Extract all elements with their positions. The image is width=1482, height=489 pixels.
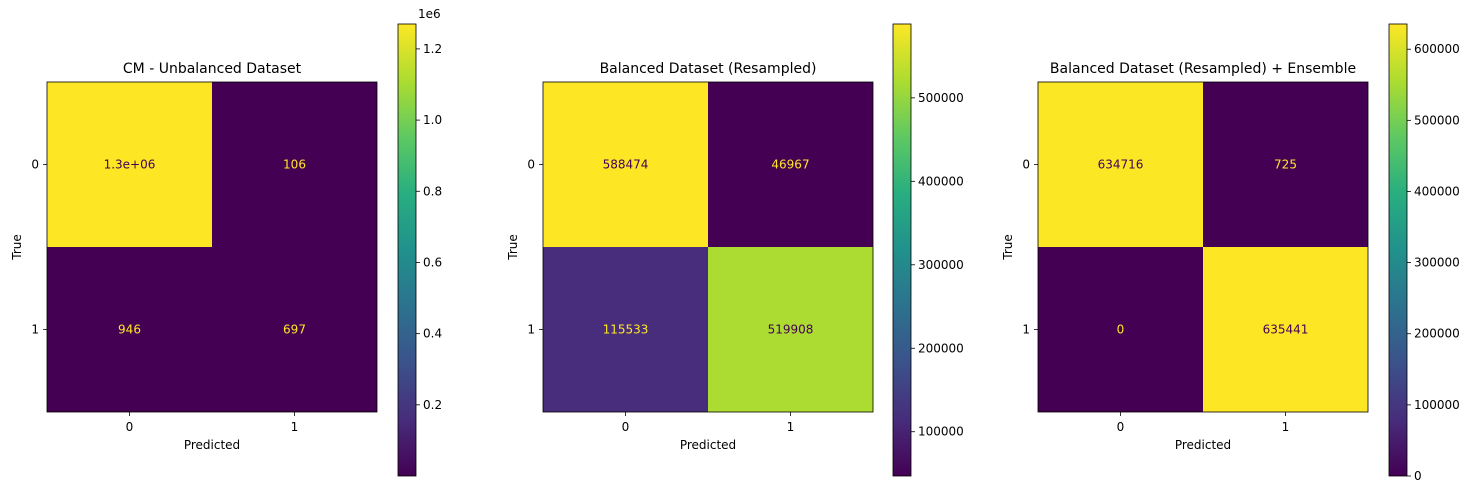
- colorbar-gradient: [893, 24, 911, 476]
- y-axis-label: True: [1001, 234, 1015, 261]
- colorbar-tick-label: 400000: [1414, 184, 1460, 198]
- matrix-cell-label: 519908: [768, 323, 814, 337]
- matrix-cell: [708, 82, 873, 247]
- axes-frame: [1037, 81, 1369, 413]
- y-tick-label: 0: [527, 158, 535, 172]
- confusion-matrix-panel-1: 1.3e+06 106 946 697 0 1 0 1 CM - Unbalanced Data…: [10, 7, 442, 477]
- axes-frame: [542, 81, 874, 413]
- y-tick-label: 1: [31, 323, 39, 337]
- chart-title: Balanced Dataset (Resampled): [600, 61, 817, 77]
- colorbar-frame: [1388, 23, 1408, 477]
- x-tick-label: 0: [126, 420, 134, 434]
- matrix-cell: [1038, 247, 1203, 412]
- matrix-cell: [212, 82, 377, 247]
- x-tick-label: 0: [1117, 420, 1125, 434]
- colorbar: 0.2 0.4 0.6 0.8 1.0 1.2 1e6: [397, 7, 442, 477]
- matrix-cell: [543, 82, 708, 247]
- x-tick-label: 1: [291, 420, 299, 434]
- colorbar-tick-label: 0.6: [423, 255, 442, 269]
- matrix-cell-label: 946: [118, 323, 141, 337]
- colorbar-tick-label: 600000: [1414, 42, 1460, 56]
- matrix-cell: [1203, 82, 1368, 247]
- x-tick-label: 0: [622, 420, 630, 434]
- matrix-cell-label: 106: [283, 158, 306, 172]
- chart-title: CM - Unbalanced Dataset: [123, 61, 302, 77]
- colorbar: 0 100000 200000 300000 400000 500000 600000: [1388, 23, 1460, 483]
- x-tick-label: 1: [1282, 420, 1290, 434]
- colorbar-tick-label: 300000: [1414, 256, 1460, 270]
- matrix-cell: [543, 247, 708, 412]
- colorbar-tick-label: 0.2: [423, 398, 442, 412]
- matrix-cell-label: 725: [1274, 158, 1297, 172]
- matrix-cell: [212, 247, 377, 412]
- colorbar-tick-label: 100000: [918, 425, 964, 439]
- colorbar-tick-label: 500000: [1414, 113, 1460, 127]
- confusion-matrix-panel-2: 588474 46967 115533 519908 0 1 0 1 Balanced Data…: [506, 23, 964, 477]
- matrix-cell: [47, 247, 212, 412]
- colorbar-tick-label: 0: [1414, 469, 1422, 483]
- matrix-cell: [1038, 82, 1203, 247]
- colorbar-tick-label: 200000: [1414, 327, 1460, 341]
- matrix-cell-label: 115533: [603, 323, 649, 337]
- colorbar-tick-label: 200000: [918, 341, 964, 355]
- colorbar-tick-label: 0.8: [423, 184, 442, 198]
- y-tick-label: 0: [31, 158, 39, 172]
- y-axis-label: True: [506, 234, 520, 261]
- matrix-cell-label: 588474: [603, 158, 649, 172]
- colorbar-tick-label: 1.2: [423, 42, 442, 56]
- axes-frame: [46, 81, 378, 413]
- colorbar-gradient: [398, 24, 416, 476]
- colorbar-tick-label: 0.4: [423, 327, 442, 341]
- colorbar-tick-label: 100000: [1414, 398, 1460, 412]
- matrix-cell-label: 0: [1117, 323, 1125, 337]
- x-axis-label: Predicted: [1175, 438, 1231, 452]
- y-tick-label: 0: [1022, 158, 1030, 172]
- x-axis-label: Predicted: [680, 438, 736, 452]
- confusion-matrix-panel-3: 634716 725 0 635441 0 1 0 1 Balanced Dataset (Re…: [1001, 23, 1460, 483]
- colorbar-tick-label: 1.0: [423, 113, 442, 127]
- matrix-cell: [47, 82, 212, 247]
- matrix-cell-label: 46967: [771, 158, 809, 172]
- colorbar: 100000 200000 300000 400000 500000: [892, 23, 964, 477]
- matrix-cell-label: 634716: [1098, 158, 1144, 172]
- colorbar-tick-label: 300000: [918, 258, 964, 272]
- colorbar-gradient: [1389, 24, 1407, 476]
- chart-title: Balanced Dataset (Resampled) + Ensemble: [1050, 61, 1356, 77]
- colorbar-tick-label: 500000: [918, 91, 964, 105]
- x-axis-label: Predicted: [184, 438, 240, 452]
- colorbar-frame: [892, 23, 912, 477]
- y-tick-label: 1: [527, 323, 535, 337]
- y-axis-label: True: [10, 234, 24, 261]
- matrix-cell: [708, 247, 873, 412]
- matrix-cell: [1203, 247, 1368, 412]
- matrix-cell-label: 635441: [1263, 323, 1309, 337]
- colorbar-frame: [397, 23, 417, 477]
- x-tick-label: 1: [787, 420, 795, 434]
- y-tick-label: 1: [1022, 323, 1030, 337]
- colorbar-tick-label: 400000: [918, 174, 964, 188]
- colorbar-offset-label: 1e6: [418, 7, 441, 21]
- matrix-cell-label: 1.3e+06: [104, 158, 156, 172]
- matrix-cell-label: 697: [283, 323, 306, 337]
